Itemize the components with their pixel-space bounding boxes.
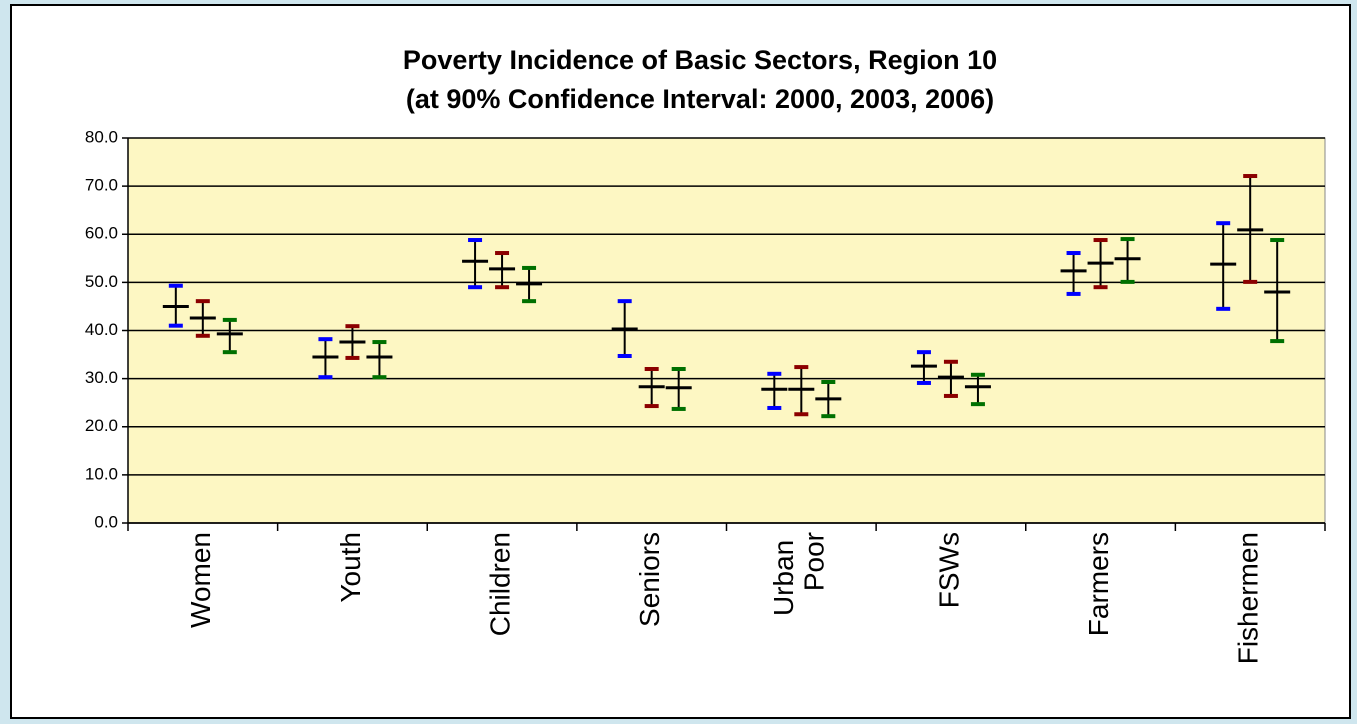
y-tick-label: 70.0 [85,176,118,195]
chart-subtitle: (at 90% Confidence Interval: 2000, 2003,… [406,84,994,114]
y-tick-label: 40.0 [85,320,118,339]
chart-title: Poverty Incidence of Basic Sectors, Regi… [403,45,997,75]
y-tick-label: 30.0 [85,368,118,387]
y-tick-label: 60.0 [85,224,118,243]
y-tick-label: 10.0 [85,464,118,483]
y-tick-label: 80.0 [85,127,118,146]
y-tick-label: 0.0 [94,512,118,531]
x-tick-label: Youth [335,532,366,603]
x-tick-label: FSWs [933,532,964,608]
x-tick-label: Children [484,532,515,636]
y-tick-label: 50.0 [85,272,118,291]
x-tick-label: Fishermen [1233,532,1264,664]
y-tick-label: 20.0 [85,416,118,435]
x-tick-label: Urban Poor [768,532,830,616]
x-tick-label: Women [185,532,216,628]
x-tick-label: Farmers [1083,532,1114,636]
x-tick-label: Seniors [634,532,665,627]
